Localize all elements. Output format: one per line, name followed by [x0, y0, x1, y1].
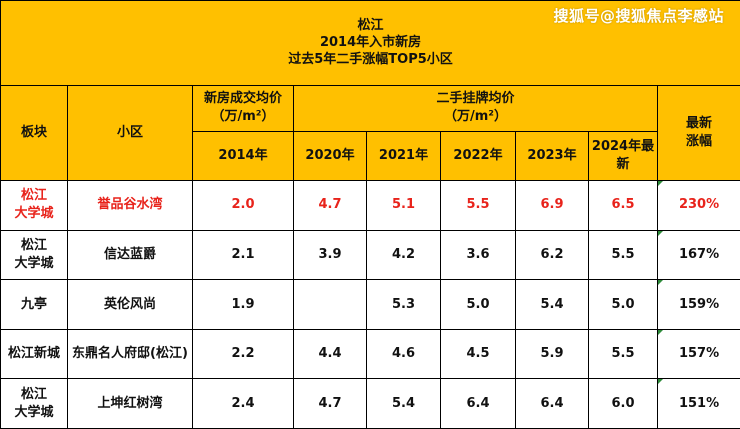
header-year-2022: 2022年 — [440, 130, 516, 182]
table-row: 松江新城 东鼎名人府邸(松江) 2.2 4.4 4.6 4.5 5.9 5.5 … — [0, 328, 740, 380]
cell-2021: 4.2 — [366, 229, 441, 281]
cell-2023: 6.9 — [515, 180, 589, 231]
cell-block: 松江 大学城 — [0, 378, 68, 429]
cell-growth: 157% — [656, 328, 740, 380]
cell-2020: 4.7 — [293, 180, 367, 231]
cell-2014: 2.2 — [192, 328, 294, 380]
title-line-3: 过去5年二手涨幅TOP5小区 — [288, 52, 453, 68]
cell-2020: 4.7 — [293, 378, 367, 429]
growth-value: 167% — [678, 246, 720, 262]
cell-2021: 5.4 — [366, 378, 441, 429]
header-block: 板块 — [0, 84, 68, 182]
cell-2022: 5.5 — [440, 180, 516, 231]
table-title: 松江 2014年入市新房 过去5年二手涨幅TOP5小区 — [0, 0, 740, 86]
cell-2014: 2.1 — [192, 229, 294, 281]
cell-2020: 4.4 — [293, 328, 367, 380]
cell-2021: 5.3 — [366, 279, 441, 330]
cell-growth: 230% — [656, 180, 740, 231]
cell-corner-mark — [658, 231, 663, 236]
cell-2023: 6.2 — [515, 229, 589, 281]
header-resale-price: 二手挂牌均价 （万/m²） — [293, 84, 658, 132]
cell-2023: 5.4 — [515, 279, 589, 330]
header-new-price: 新房成交均价 （万/m²） — [192, 84, 294, 132]
table-row: 松江 大学城 上坤红树湾 2.4 4.7 5.4 6.4 6.4 6.0 151… — [0, 378, 740, 429]
title-line-1: 松江 — [357, 18, 384, 34]
cell-block: 九亭 — [0, 279, 68, 330]
cell-name: 东鼎名人府邸(松江) — [67, 328, 193, 380]
header-year-2023: 2023年 — [515, 130, 589, 182]
cell-2023: 6.4 — [515, 378, 589, 429]
header-year-2024: 2024年最 新 — [588, 130, 658, 182]
cell-2024: 5.0 — [588, 279, 658, 330]
cell-2024: 6.0 — [588, 378, 658, 429]
cell-name: 誉品谷水湾 — [67, 180, 193, 231]
cell-2024: 5.5 — [588, 328, 658, 380]
cell-block: 松江 大学城 — [0, 180, 68, 231]
cell-corner-mark — [658, 181, 663, 187]
cell-2020 — [293, 279, 367, 330]
cell-2014: 2.4 — [192, 378, 294, 429]
header-growth: 最新 涨幅 — [656, 84, 740, 182]
header-year-2020: 2020年 — [293, 130, 367, 182]
title-line-2: 2014年入市新房 — [319, 35, 422, 51]
cell-2014: 2.0 — [192, 180, 294, 231]
cell-name: 英伦风尚 — [67, 279, 193, 330]
header-row-1: 板块 小区 新房成交均价 （万/m²） 二手挂牌均价 （万/m²） 最新 涨幅 — [0, 84, 740, 182]
header-row-2: 2014年 2020年 2021年 2022年 2023年 2024年最 新 — [1, 130, 740, 182]
table-row: 松江 大学城 誉品谷水湾 2.0 4.7 5.1 5.5 6.9 6.5 230… — [0, 180, 740, 231]
growth-value: 159% — [678, 296, 720, 312]
cell-growth: 159% — [656, 279, 740, 330]
cell-name: 上坤红树湾 — [67, 378, 193, 429]
watermark: 搜狐号@搜狐焦点李慼站 — [553, 7, 724, 25]
header-community: 小区 — [67, 84, 193, 182]
cell-growth: 151% — [656, 378, 740, 429]
cell-block: 松江新城 — [0, 328, 68, 380]
cell-2024: 5.5 — [588, 229, 658, 281]
growth-value: 157% — [678, 346, 720, 362]
cell-2022: 4.5 — [440, 328, 516, 380]
header-year-2014: 2014年 — [192, 130, 294, 182]
cell-2022: 3.6 — [440, 229, 516, 281]
cell-block: 松江 大学城 — [0, 229, 68, 281]
growth-value: 151% — [678, 395, 720, 411]
cell-2021: 5.1 — [366, 180, 441, 231]
cell-2020: 3.9 — [293, 229, 367, 281]
table-row: 九亭 英伦风尚 1.9 5.3 5.0 5.4 5.0 159% — [0, 279, 740, 330]
cell-2023: 5.9 — [515, 328, 589, 380]
cell-2021: 4.6 — [366, 328, 441, 380]
cell-2022: 6.4 — [440, 378, 516, 429]
cell-2022: 5.0 — [440, 279, 516, 330]
header-year-2021: 2021年 — [366, 130, 441, 182]
cell-corner-mark — [658, 379, 663, 385]
table-row: 松江 大学城 信达蓝爵 2.1 3.9 4.2 3.6 6.2 5.5 167% — [0, 229, 740, 281]
cell-2014: 1.9 — [192, 279, 294, 330]
cell-2024: 6.5 — [588, 180, 658, 231]
cell-growth: 167% — [656, 229, 740, 281]
growth-value: 230% — [678, 197, 720, 213]
title-row: 松江 2014年入市新房 过去5年二手涨幅TOP5小区 — [0, 0, 740, 86]
cell-corner-mark — [658, 330, 663, 335]
cell-name: 信达蓝爵 — [67, 229, 193, 281]
cell-corner-mark — [658, 280, 663, 286]
